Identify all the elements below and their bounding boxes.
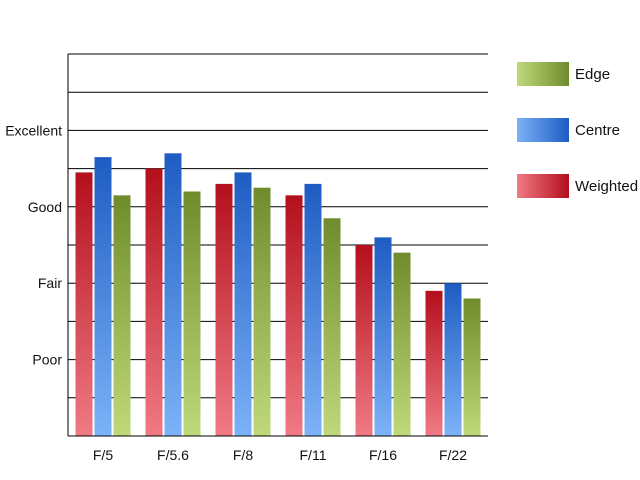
- bar-centre-2: [234, 172, 252, 437]
- x-tick-label: F/11: [300, 447, 327, 463]
- bar-weighted-2: [215, 183, 233, 436]
- y-tick-labels: Poor Fair Good Excellent: [5, 122, 62, 367]
- bar-centre-3: [304, 183, 322, 436]
- bar-weighted-0: [75, 172, 93, 437]
- bar-weighted-3: [285, 195, 303, 436]
- legend: Edge Centre Weighted: [517, 62, 638, 198]
- legend-swatch-weighted: [517, 174, 569, 198]
- legend-label-edge: Edge: [575, 66, 610, 83]
- bar-weighted-4: [355, 245, 373, 436]
- bar-weighted-5: [425, 290, 443, 436]
- x-tick-label: F/22: [439, 447, 467, 463]
- legend-label-weighted: Weighted: [575, 178, 638, 195]
- x-tick-label: F/5: [93, 447, 113, 463]
- x-tick-label: F/8: [233, 447, 253, 463]
- legend-swatch-edge: [517, 62, 569, 86]
- legend-swatch-centre: [517, 118, 569, 142]
- y-tick-label: Excellent: [5, 122, 62, 138]
- bar-centre-0: [94, 157, 112, 436]
- bars: [75, 153, 481, 437]
- bar-centre-5: [444, 283, 462, 436]
- bar-edge-2: [253, 187, 271, 436]
- x-tick-label: F/16: [369, 447, 397, 463]
- bar-weighted-1: [145, 168, 163, 436]
- legend-label-centre: Centre: [575, 122, 620, 139]
- bar-edge-5: [463, 298, 481, 436]
- bar-edge-1: [183, 191, 201, 436]
- grid-lines: [68, 53, 488, 399]
- x-tick-labels: F/5 F/5.6 F/8 F/11 F/16 F/22: [93, 447, 467, 463]
- bar-edge-0: [113, 195, 131, 436]
- bar-edge-4: [393, 252, 411, 436]
- bar-centre-4: [374, 237, 392, 436]
- bar-edge-3: [323, 218, 341, 436]
- x-tick-label: F/5.6: [157, 447, 189, 463]
- y-tick-label: Poor: [32, 352, 62, 368]
- axes: [67, 53, 488, 437]
- y-tick-label: Fair: [38, 275, 62, 291]
- bar-centre-1: [164, 153, 182, 436]
- y-tick-label: Good: [28, 199, 62, 215]
